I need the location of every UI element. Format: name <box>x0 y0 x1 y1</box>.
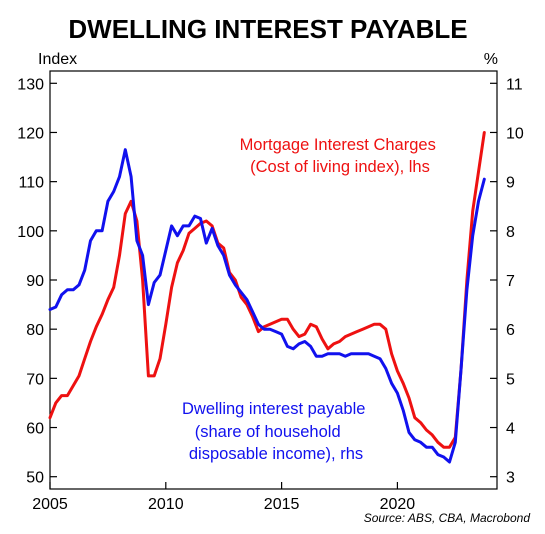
dwelling-label-line-2: (share of household <box>195 423 341 441</box>
left-tick-label-110: 110 <box>18 175 44 192</box>
right-tick-label-3: 3 <box>506 470 515 487</box>
right-tick-label-9: 9 <box>506 175 515 192</box>
right-tick-label-11: 11 <box>506 76 523 93</box>
mortgage-label-line-1: Mortgage Interest Charges <box>240 136 436 154</box>
chart-title: DWELLING INTEREST PAYABLE <box>68 14 467 44</box>
right-tick-label-8: 8 <box>506 224 515 241</box>
dwelling-label-line-3: disposable income), rhs <box>189 445 363 463</box>
right-tick-label-10: 10 <box>506 125 524 142</box>
x-tick-label-2020: 2020 <box>380 496 416 513</box>
source-note: Source: ABS, CBA, Macrobond <box>364 511 531 525</box>
dwelling-series-label: Dwelling interest payable (share of hous… <box>182 400 370 463</box>
mortgage-series-label: Mortgage Interest Charges (Cost of livin… <box>240 136 441 176</box>
right-axis: 3 4 5 6 7 8 9 10 11 <box>490 76 524 487</box>
left-axis: 50 60 70 80 90 100 110 120 130 <box>17 76 57 487</box>
left-tick-label-80: 80 <box>26 322 44 339</box>
left-tick-label-90: 90 <box>26 273 44 290</box>
left-tick-label-60: 60 <box>26 421 44 438</box>
x-tick-label-2010: 2010 <box>148 496 184 513</box>
x-tick-label-2015: 2015 <box>264 496 300 513</box>
left-tick-label-50: 50 <box>26 470 44 487</box>
x-tick-label-2005: 2005 <box>32 496 68 513</box>
series-layer <box>48 131 486 464</box>
mortgage-label-line-2: (Cost of living index), lhs <box>250 158 430 176</box>
left-tick-label-70: 70 <box>26 371 44 388</box>
right-axis-unit: % <box>484 51 498 68</box>
x-axis: 2005 2010 2015 2020 <box>32 482 415 513</box>
left-tick-label-130: 130 <box>17 76 44 93</box>
right-tick-label-7: 7 <box>506 273 515 290</box>
right-tick-label-6: 6 <box>506 322 515 339</box>
left-tick-label-100: 100 <box>17 224 44 241</box>
right-tick-label-4: 4 <box>506 421 515 438</box>
dwelling-label-line-1: Dwelling interest payable <box>182 400 365 418</box>
dwelling-interest-line <box>48 148 486 464</box>
left-axis-unit: Index <box>38 51 77 68</box>
mortgage-interest-line <box>48 131 486 449</box>
left-tick-label-120: 120 <box>17 125 44 142</box>
right-tick-label-5: 5 <box>506 371 515 388</box>
